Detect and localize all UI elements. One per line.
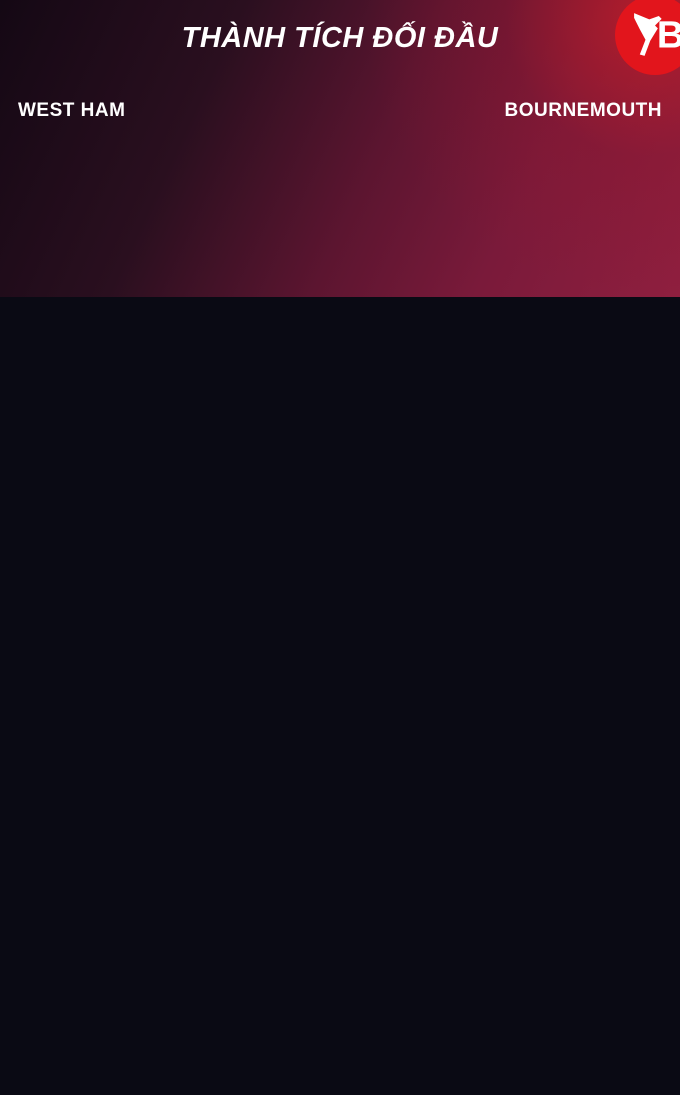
svg-text:B: B bbox=[657, 14, 680, 56]
